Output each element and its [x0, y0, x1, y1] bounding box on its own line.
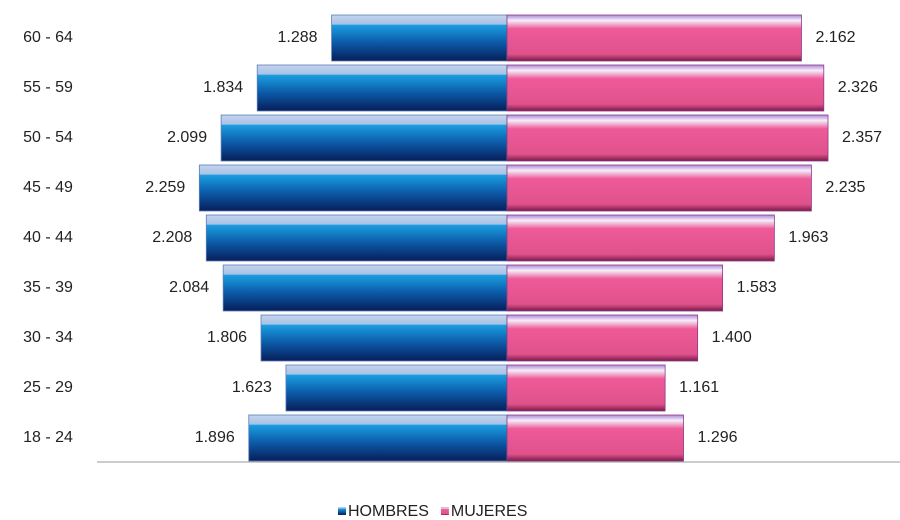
value-label: 2.084	[169, 279, 209, 296]
bar	[506, 14, 802, 62]
bar	[285, 364, 508, 412]
value-label: 2.162	[815, 29, 855, 46]
bar	[506, 64, 825, 112]
category-label: 50 - 54	[23, 129, 73, 146]
value-label: 1.161	[679, 379, 719, 396]
value-label: 2.259	[145, 179, 185, 196]
bar	[506, 164, 812, 212]
value-label: 2.208	[152, 229, 192, 246]
value-label: 2.326	[838, 79, 878, 96]
legend-label: MUJERES	[451, 503, 527, 520]
value-label: 1.296	[698, 429, 738, 446]
category-label: 25 - 29	[23, 379, 73, 396]
bar	[205, 214, 508, 262]
bar	[220, 114, 508, 162]
category-label: 55 - 59	[23, 79, 73, 96]
value-label: 2.357	[842, 129, 882, 146]
legend-marker	[338, 507, 346, 515]
bar	[256, 64, 508, 112]
value-label: 1.896	[195, 429, 235, 446]
bar	[506, 214, 775, 262]
bar	[506, 414, 684, 462]
bar	[331, 14, 508, 62]
value-label: 1.400	[712, 329, 752, 346]
bar	[198, 164, 508, 212]
category-label: 35 - 39	[23, 279, 73, 296]
legend-marker	[440, 507, 449, 515]
legend-label: HOMBRES	[348, 503, 429, 520]
category-label: 18 - 24	[23, 429, 73, 446]
bar	[506, 114, 829, 162]
category-label: 30 - 34	[23, 329, 73, 346]
value-label: 2.099	[167, 129, 207, 146]
category-label: 40 - 44	[23, 229, 73, 246]
value-label: 2.235	[825, 179, 865, 196]
category-label: 60 - 64	[23, 29, 73, 46]
value-label: 1.834	[203, 79, 243, 96]
bar	[506, 264, 724, 312]
bar	[248, 414, 508, 462]
value-label: 1.288	[278, 29, 318, 46]
bar	[260, 314, 508, 362]
bar	[506, 314, 699, 362]
bar	[506, 364, 666, 412]
value-label: 1.806	[207, 329, 247, 346]
value-label: 1.623	[232, 379, 272, 396]
value-label: 1.963	[788, 229, 828, 246]
bar	[222, 264, 508, 312]
category-label: 45 - 49	[23, 179, 73, 196]
value-label: 1.583	[737, 279, 777, 296]
